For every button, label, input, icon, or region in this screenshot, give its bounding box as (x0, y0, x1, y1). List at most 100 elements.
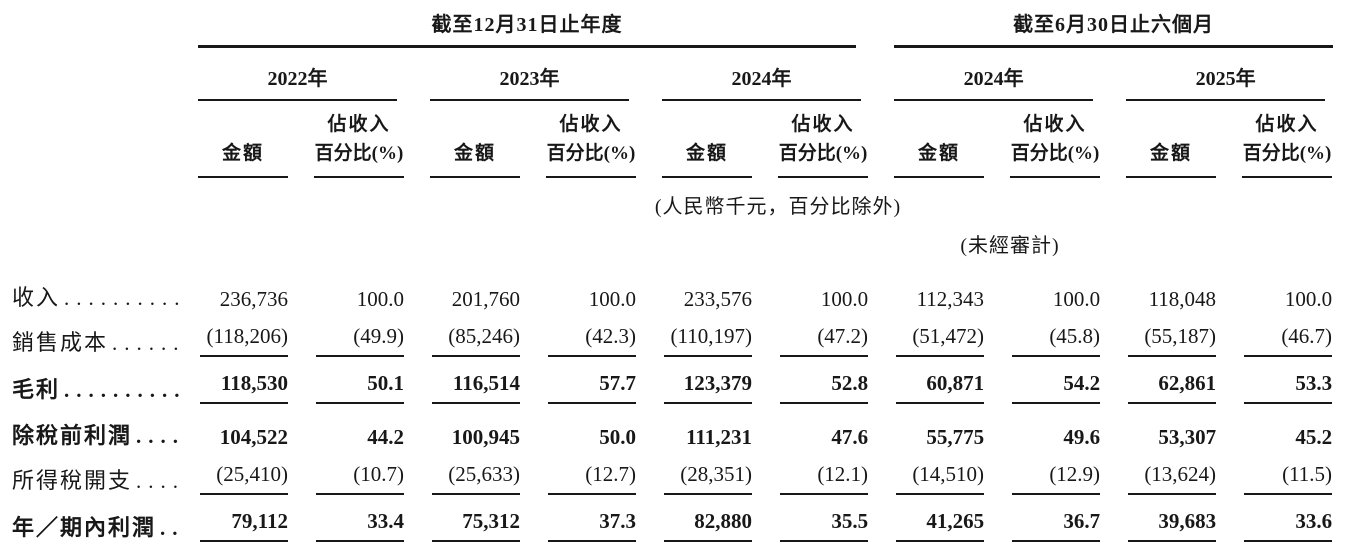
group-header-annual: 截至12月31日止年度 (198, 0, 894, 48)
value-cell: 41,265 (894, 499, 1010, 546)
value-cell: (47.2) (778, 314, 894, 361)
amount-header: 金額 (894, 101, 1010, 178)
year-header-2023: 2023年 (430, 48, 662, 101)
amount-header: 金額 (430, 101, 546, 178)
dot-leader: .. (160, 516, 185, 540)
table-row-revenue: 收入.......... 236,736 100.0 201,760 100.0… (0, 270, 1358, 314)
value-cell: (110,197) (662, 314, 778, 361)
row-label-cost-of-sales: 銷售成本...... (12, 330, 186, 355)
value-cell: (42.3) (546, 314, 662, 361)
spacer-cell (0, 178, 198, 221)
value-cell: 50.0 (599, 425, 636, 449)
value-cell: (55,187) (1126, 314, 1242, 361)
value-cell: 118,048 (1148, 287, 1217, 311)
group-header-interim: 截至6月30日止六個月 (894, 0, 1358, 48)
table-row-profit-for-period: 年／期內利潤.. 79,112 33.4 75,312 37.3 82,880 … (0, 499, 1358, 546)
dot-leader: .... (136, 424, 186, 448)
amount-header: 金額 (1126, 101, 1242, 178)
spacer-cell (0, 48, 198, 101)
value-cell: 47.6 (831, 425, 869, 449)
value-cell: (118,206) (198, 314, 314, 361)
row-label-profit-for-period: 年／期內利潤.. (12, 515, 185, 540)
value-cell: (28,351) (662, 452, 778, 499)
value-cell: 79,112 (198, 499, 314, 546)
units-note-row: (人民幣千元，百分比除外) (0, 178, 1358, 221)
value-cell: 118,530 (198, 361, 314, 408)
group-title-annual: 截至12月31日止年度 (198, 0, 857, 48)
value-cell: 55,775 (926, 425, 985, 449)
value-cell: 75,312 (430, 499, 546, 546)
value-cell: (45.8) (1010, 314, 1126, 361)
year-header-2025-interim: 2025年 (1126, 48, 1358, 101)
value-cell: 39,683 (1126, 499, 1242, 546)
row-label-profit-before-tax: 除稅前利潤.... (12, 423, 186, 448)
value-cell: 49.6 (1063, 425, 1101, 449)
dot-leader: .... (136, 469, 186, 493)
pct-header: 佔收入 百分比(%) (546, 101, 662, 178)
value-cell: 33.6 (1242, 499, 1358, 546)
row-label-income-tax-expense: 所得稅開支.... (12, 468, 186, 493)
value-cell: 100,945 (451, 425, 520, 449)
year-header-2022: 2022年 (198, 48, 430, 101)
value-cell: 54.2 (1010, 361, 1126, 408)
table-row-gross-profit: 毛利.......... 118,530 50.1 116,514 57.7 1… (0, 361, 1358, 408)
dot-leader: .......... (64, 378, 187, 402)
value-cell: 233,576 (683, 287, 752, 311)
value-cell: (46.7) (1242, 314, 1358, 361)
value-cell: 52.8 (778, 361, 894, 408)
unaudited-note: (未經審計) (960, 235, 1060, 257)
pct-header: 佔收入 百分比(%) (1242, 101, 1358, 178)
value-cell: 57.7 (546, 361, 662, 408)
value-cell: (49.9) (314, 314, 430, 361)
value-cell: 116,514 (430, 361, 546, 408)
value-cell: (51,472) (894, 314, 1010, 361)
value-cell: 36.7 (1010, 499, 1126, 546)
year-header-2024: 2024年 (662, 48, 894, 101)
units-note: (人民幣千元，百分比除外) (654, 196, 902, 218)
value-cell: (25,410) (198, 452, 314, 499)
dot-leader: .......... (64, 286, 187, 310)
value-cell: (14,510) (894, 452, 1010, 499)
value-cell: (12.1) (778, 452, 894, 499)
value-cell: 33.4 (314, 499, 430, 546)
spacer-cell (0, 101, 198, 178)
dot-leader: ...... (112, 331, 186, 355)
spacer-cell (0, 221, 894, 270)
value-cell: (11.5) (1242, 452, 1358, 499)
pct-header: 佔收入 百分比(%) (314, 101, 430, 178)
value-cell: 100.0 (820, 287, 869, 311)
table-row-profit-before-tax: 除稅前利潤.... 104,522 44.2 100,945 50.0 111,… (0, 408, 1358, 452)
value-cell: 201,760 (451, 287, 520, 311)
value-cell: (13,624) (1126, 452, 1242, 499)
value-cell: 82,880 (662, 499, 778, 546)
value-cell: (10.7) (314, 452, 430, 499)
row-label-gross-profit: 毛利.......... (12, 377, 187, 402)
value-cell: 50.1 (314, 361, 430, 408)
value-cell: 104,522 (219, 425, 288, 449)
value-cell: 44.2 (367, 425, 404, 449)
value-cell: 62,861 (1126, 361, 1242, 408)
year-header-2024-interim: 2024年 (894, 48, 1126, 101)
pct-header: 佔收入 百分比(%) (778, 101, 894, 178)
spacer-cell (0, 0, 198, 48)
unaudited-note-row: (未經審計) (0, 221, 1358, 270)
value-cell: (25,633) (430, 452, 546, 499)
value-cell: 100.0 (588, 287, 636, 311)
value-cell: 35.5 (778, 499, 894, 546)
value-cell: 53,307 (1158, 425, 1217, 449)
spacer-cell (1126, 221, 1358, 270)
value-cell: 37.3 (546, 499, 662, 546)
amount-header: 金額 (198, 101, 314, 178)
table-row-income-tax-expense: 所得稅開支.... (25,410) (10.7) (25,633) (12.7… (0, 452, 1358, 499)
value-cell: (12.9) (1010, 452, 1126, 499)
value-cell: 60,871 (894, 361, 1010, 408)
value-cell: 53.3 (1242, 361, 1358, 408)
value-cell: 112,343 (916, 287, 985, 311)
column-subheader-row: 金額 佔收入 百分比(%) 金額 佔收入 百分比(%) 金額 佔收入 百分比(%) 金… (0, 101, 1358, 178)
value-cell: 100.0 (356, 287, 404, 311)
period-group-header-row: 截至12月31日止年度 截至6月30日止六個月 (0, 0, 1358, 48)
value-cell: (85,246) (430, 314, 546, 361)
amount-header: 金額 (662, 101, 778, 178)
value-cell: 45.2 (1295, 425, 1333, 449)
